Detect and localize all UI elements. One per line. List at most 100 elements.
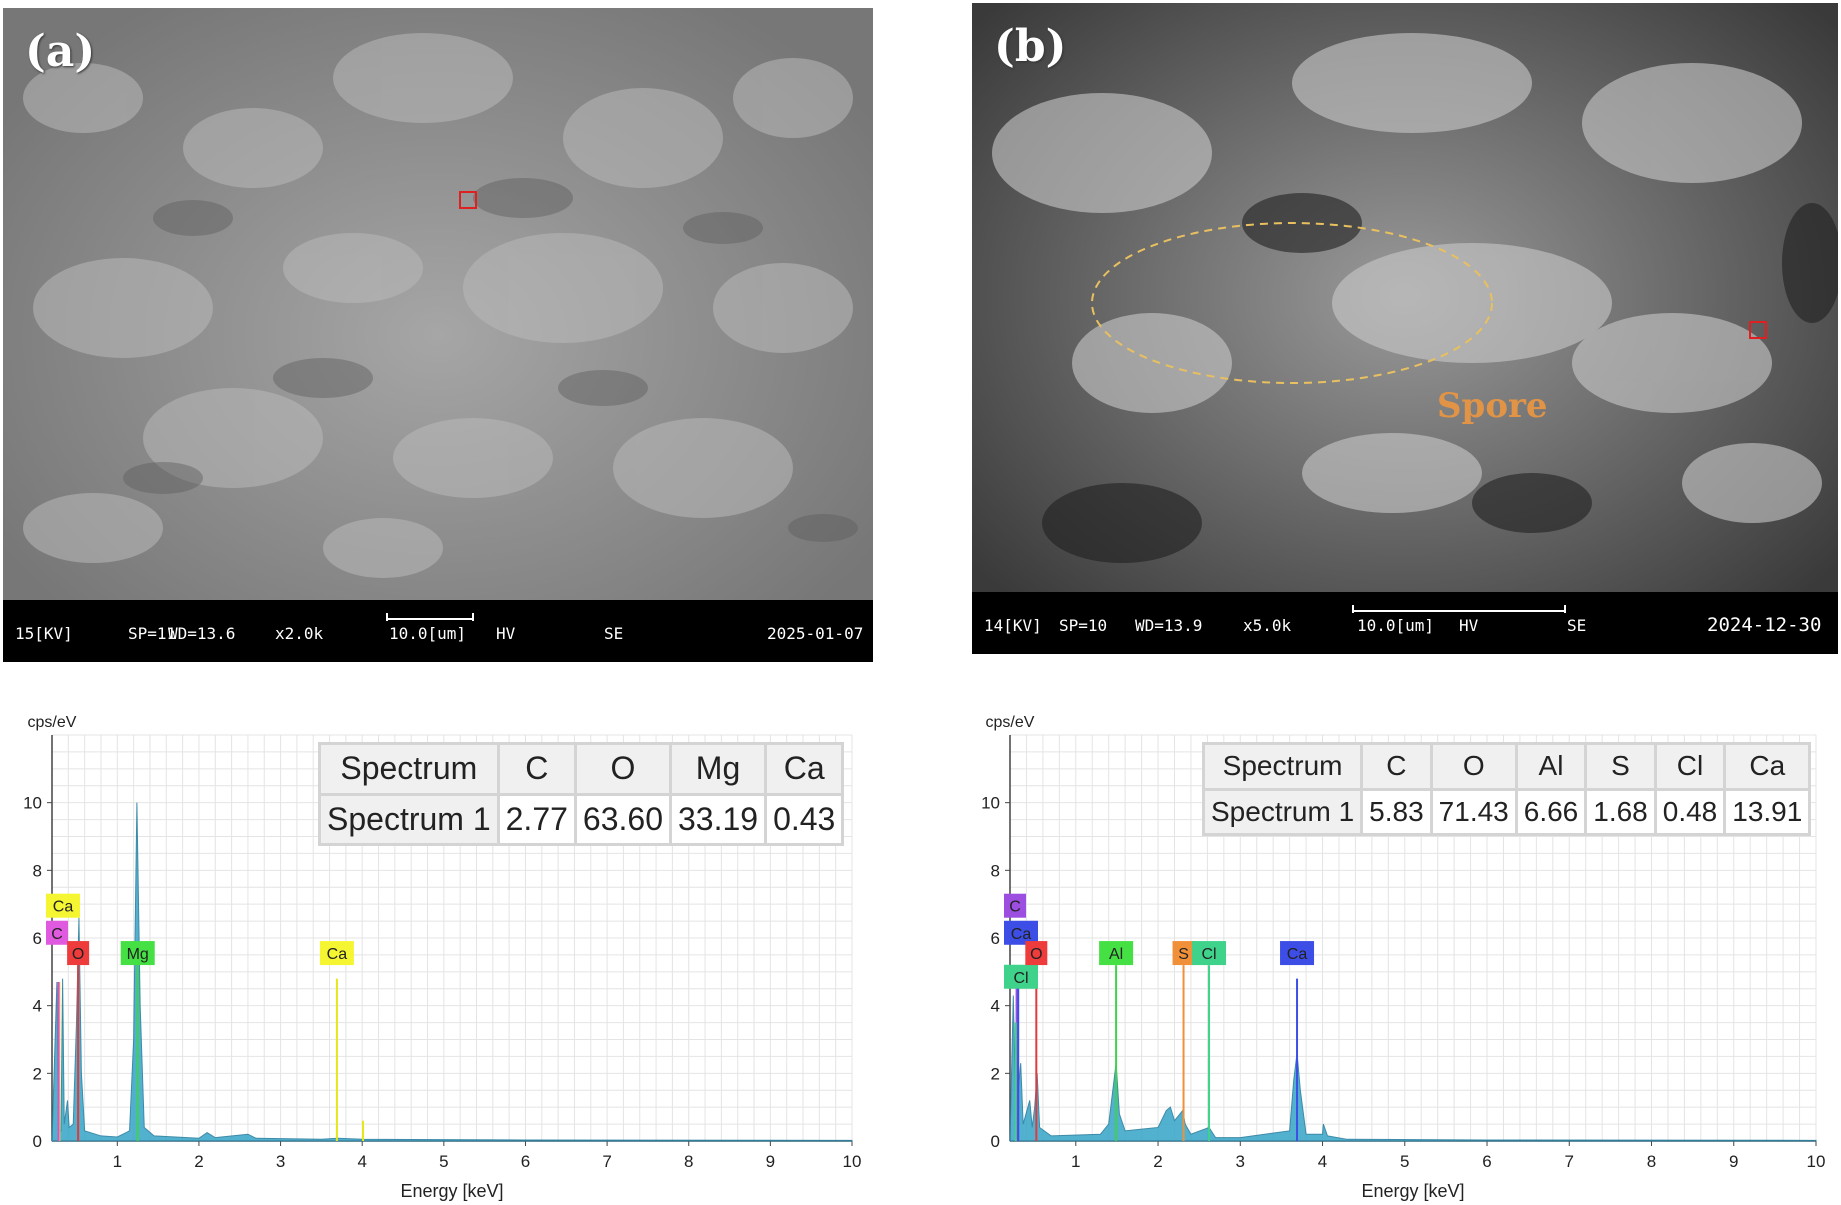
table-cell: 63.60 — [573, 792, 672, 846]
kv-readout: 14[KV] — [984, 616, 1042, 635]
spot-size-readout: SP=10 — [1059, 616, 1108, 635]
element-tag — [46, 920, 68, 945]
table-cell: 2.77 — [496, 792, 577, 846]
x-tick-label: 5 — [1400, 1152, 1409, 1171]
y-tick-label: 0 — [991, 1132, 1000, 1151]
detector-readout: SE — [604, 624, 624, 643]
eds-spectrum-a: 1 2 3 4 5 6 7 8 9 10 2 4 6 8 10 0 cps/eV Energy [keV] Ca C O… — [0, 700, 900, 1205]
spore-highlight-ellipse — [1091, 222, 1493, 384]
scale-bar-label: 10.0[um] — [389, 624, 467, 643]
date-readout: 2025-01-07 — [767, 624, 864, 643]
vacuum-mode-readout: HV — [496, 624, 516, 643]
eds-spectrum-b: 1 2 3 4 5 6 7 8 9 10 2 4 6 8 10 0 cps/eV Energy [keV] C Ca C… — [966, 700, 1841, 1205]
x-tick-label: 1 — [1071, 1152, 1080, 1171]
table-cell: Spectrum 1 — [318, 792, 500, 846]
spot-size-readout: SP=11 — [128, 624, 177, 643]
element-tag — [1004, 920, 1038, 945]
x-tick-label: 7 — [602, 1152, 611, 1171]
element-tag-label: Cl — [1013, 970, 1028, 987]
element-tag-label: Ca — [1011, 926, 1032, 943]
table-cell: 71.43 — [1429, 787, 1518, 836]
x-tick-label: 7 — [1565, 1152, 1574, 1171]
spectrum-area — [51, 802, 853, 1142]
analysis-point-box-b — [1749, 321, 1767, 339]
table-header-cell: C — [1360, 742, 1433, 791]
x-tick-label: 10 — [843, 1152, 862, 1171]
element-tag-label: S — [1178, 946, 1189, 963]
x-tick-label: 4 — [1318, 1152, 1327, 1171]
element-tag — [120, 941, 155, 966]
y-tick-label: 2 — [991, 1064, 1000, 1083]
composition-table-b: Spectrum C O Al S Cl Ca Spectrum 1 5.83 … — [1201, 742, 1812, 836]
x-tick-label: 6 — [521, 1152, 530, 1171]
table-cell: 33.19 — [668, 792, 768, 846]
magnification-readout: x2.0k — [275, 624, 324, 643]
table-cell: 5.83 — [1360, 787, 1433, 836]
x-tick-label: 2 — [194, 1152, 203, 1171]
element-tag-label: Ca — [53, 899, 74, 916]
element-tag — [1192, 941, 1227, 966]
y-axis-label: cps/eV — [28, 714, 77, 731]
element-tag-label: C — [51, 926, 63, 943]
date-readout: 2024-12-30 — [1707, 614, 1822, 636]
element-tag-label: Ca — [327, 946, 348, 963]
element-tag-label: Mg — [127, 946, 149, 963]
table-cell: Spectrum 1 — [1201, 787, 1364, 836]
element-tag — [1172, 941, 1195, 966]
x-tick-label: 8 — [684, 1152, 693, 1171]
table-cell: 6.66 — [1514, 787, 1588, 836]
panel-label-a: (a) — [25, 26, 96, 77]
y-tick-label: 10 — [981, 794, 1000, 813]
vacuum-mode-readout: HV — [1459, 616, 1479, 635]
table-header-cell: Al — [1514, 742, 1588, 791]
element-tag — [1004, 964, 1038, 989]
table-header-cell: Spectrum — [318, 742, 500, 796]
y-tick-label: 4 — [991, 997, 1000, 1016]
table-header-cell: Ca — [1723, 742, 1812, 791]
sem-info-bar-b: 14[KV] SP=10 WD=13.9 x5.0k 10.0[um] HV S… — [972, 592, 1838, 654]
element-tag-label: Al — [1109, 946, 1123, 963]
sem-micrograph-a — [3, 8, 873, 662]
sem-info-bar-a: 15[KV] SP=11 WD=13.6 x2.0k 10.0[um] HV S… — [3, 600, 873, 662]
x-tick-label: 1 — [113, 1152, 122, 1171]
element-tag — [67, 941, 90, 966]
x-axis-label: Energy [keV] — [1361, 1181, 1464, 1201]
table-header-row: Spectrum C O Mg Ca — [318, 742, 845, 796]
y-tick-label: 10 — [23, 794, 42, 813]
table-row: Spectrum 1 5.83 71.43 6.66 1.68 0.48 13.… — [1201, 787, 1812, 836]
kv-readout: 15[KV] — [15, 624, 73, 643]
table-header-cell: Ca — [764, 742, 845, 796]
element-tag-label: O — [1030, 946, 1042, 963]
table-header-cell: O — [573, 742, 672, 796]
y-tick-label: 8 — [33, 861, 42, 880]
spore-label: Spore — [1437, 386, 1548, 426]
element-tag-label: Ca — [1287, 946, 1308, 963]
table-cell: 1.68 — [1584, 787, 1657, 836]
table-header-cell: Cl — [1653, 742, 1727, 791]
y-tick-label: 8 — [991, 861, 1000, 880]
x-tick-label: 5 — [439, 1152, 448, 1171]
table-cell: 13.91 — [1723, 787, 1812, 836]
table-header-cell: Mg — [668, 742, 768, 796]
y-tick-label: 4 — [33, 997, 42, 1016]
scale-bar — [1352, 605, 1566, 613]
table-header-cell: O — [1429, 742, 1518, 791]
element-tag — [46, 893, 80, 918]
table-row: Spectrum 1 2.77 63.60 33.19 0.43 — [318, 792, 845, 846]
table-header-row: Spectrum C O Al S Cl Ca — [1201, 742, 1812, 791]
composition-table-a: Spectrum C O Mg Ca Spectrum 1 2.77 63.60… — [318, 742, 845, 846]
scale-bar-label: 10.0[um] — [1357, 616, 1435, 635]
element-tag — [1099, 941, 1134, 966]
analysis-point-box-a — [459, 191, 477, 209]
x-tick-label: 6 — [1482, 1152, 1491, 1171]
sem-image-b: Spore (b) 14[KV] SP=10 WD=13.9 x5.0k 10.… — [972, 3, 1838, 654]
y-tick-label: 6 — [991, 929, 1000, 948]
table-header-cell: C — [496, 742, 577, 796]
working-distance-readout: WD=13.6 — [168, 624, 236, 643]
y-tick-label: 6 — [33, 929, 42, 948]
x-tick-label: 3 — [276, 1152, 285, 1171]
detector-readout: SE — [1567, 616, 1587, 635]
table-header-cell: Spectrum — [1201, 742, 1364, 791]
element-tag — [1025, 941, 1048, 966]
